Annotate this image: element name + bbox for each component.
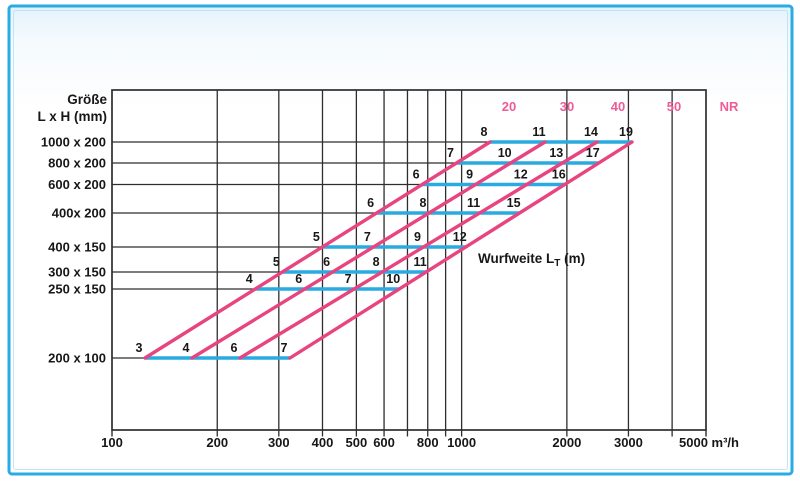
throw-label: 15 bbox=[507, 196, 521, 210]
throw-label: 5 bbox=[273, 255, 280, 269]
nr-value-label: 30 bbox=[560, 99, 574, 114]
y-axis-header-line1: Größe bbox=[67, 92, 107, 107]
throw-label: 6 bbox=[295, 272, 302, 286]
throw-label: 9 bbox=[466, 168, 473, 182]
throw-label: 8 bbox=[419, 196, 426, 210]
throw-label: 16 bbox=[552, 168, 566, 182]
nr-line-30 bbox=[190, 140, 547, 360]
nr-lines-layer bbox=[143, 140, 634, 360]
annotation-subscript: T bbox=[554, 258, 560, 269]
x-tick-label-3000: 3000 bbox=[614, 435, 643, 450]
throw-label: 12 bbox=[453, 230, 467, 244]
x-tick-label-1000: 1000 bbox=[447, 435, 476, 450]
size-row-label: 400 x 150 bbox=[48, 240, 106, 255]
page-frame bbox=[7, 4, 794, 476]
throw-label: 10 bbox=[498, 146, 512, 160]
throw-label: 10 bbox=[386, 272, 400, 286]
x-tick-label-500: 500 bbox=[346, 435, 368, 450]
throw-label: 9 bbox=[414, 230, 421, 244]
x-tick-label-600: 600 bbox=[373, 435, 395, 450]
size-segments-layer bbox=[145, 140, 632, 360]
throw-label: 6 bbox=[323, 255, 330, 269]
throw-label: 19 bbox=[619, 125, 633, 139]
x-tick-label-100: 100 bbox=[101, 435, 123, 450]
nr-value-label: 50 bbox=[667, 99, 681, 114]
nr-value-label: 20 bbox=[502, 99, 516, 114]
throw-label: 7 bbox=[345, 272, 352, 286]
throw-label: 4 bbox=[246, 272, 253, 286]
x-tick-label-2000: 2000 bbox=[552, 435, 581, 450]
throw-label: 5 bbox=[313, 230, 320, 244]
size-row-label: 600 x 200 bbox=[48, 177, 106, 192]
nr-axis-label: NR bbox=[720, 99, 739, 114]
size-row-label: 1000 x 200 bbox=[41, 135, 106, 150]
throw-label: 8 bbox=[373, 255, 380, 269]
throw-label: 12 bbox=[514, 168, 528, 182]
throw-label: 11 bbox=[414, 255, 427, 269]
throw-label: 7 bbox=[364, 230, 371, 244]
throw-label: 6 bbox=[413, 168, 420, 182]
throw-label: 4 bbox=[183, 341, 190, 355]
throw-label: 11 bbox=[467, 196, 480, 210]
throw-label: 17 bbox=[586, 146, 600, 160]
nr-line-20 bbox=[143, 140, 492, 360]
nr-line-40 bbox=[238, 140, 599, 360]
x-tick-label-200: 200 bbox=[206, 435, 228, 450]
throw-label: 7 bbox=[447, 146, 454, 160]
x-tick-label-400: 400 bbox=[312, 435, 334, 450]
y-axis-header-line2: L x H (mm) bbox=[37, 109, 107, 124]
size-row-label: 300 x 150 bbox=[48, 265, 106, 280]
throw-label: 13 bbox=[549, 146, 563, 160]
throw-label: 14 bbox=[584, 125, 598, 139]
annotation-main: Wurfweite L bbox=[478, 251, 554, 266]
size-row-label: 800 x 200 bbox=[48, 156, 106, 171]
x-tick-label-5000: 5000 m³/h bbox=[679, 435, 739, 450]
plot-border bbox=[111, 89, 707, 431]
page-frame-inner bbox=[13, 10, 788, 470]
throw-label: 6 bbox=[367, 196, 374, 210]
throw-label: 3 bbox=[136, 341, 143, 355]
size-row-label: 200 x 100 bbox=[48, 351, 106, 366]
x-tick-label-800: 800 bbox=[417, 435, 439, 450]
annotation-unit: (m) bbox=[560, 251, 585, 266]
nr-value-label: 40 bbox=[611, 99, 625, 114]
throw-label: 6 bbox=[231, 341, 238, 355]
x-tick-label-300: 300 bbox=[268, 435, 290, 450]
throw-label: 11 bbox=[532, 125, 545, 139]
size-row-label: 400x 200 bbox=[52, 206, 106, 221]
throw-distance-annotation: Wurfweite LT (m) bbox=[478, 251, 585, 269]
size-row-label: 250 x 150 bbox=[48, 282, 106, 297]
nr-line-50 bbox=[288, 140, 634, 360]
gridlines-layer bbox=[111, 90, 707, 437]
throw-label: 7 bbox=[281, 341, 288, 355]
plot-border-layer bbox=[111, 89, 707, 431]
throw-label: 8 bbox=[481, 125, 488, 139]
labels-layer: 1000 x 200 8 11 14 19 800 x 200 7 10 13 17 600 x 2… bbox=[41, 99, 739, 450]
